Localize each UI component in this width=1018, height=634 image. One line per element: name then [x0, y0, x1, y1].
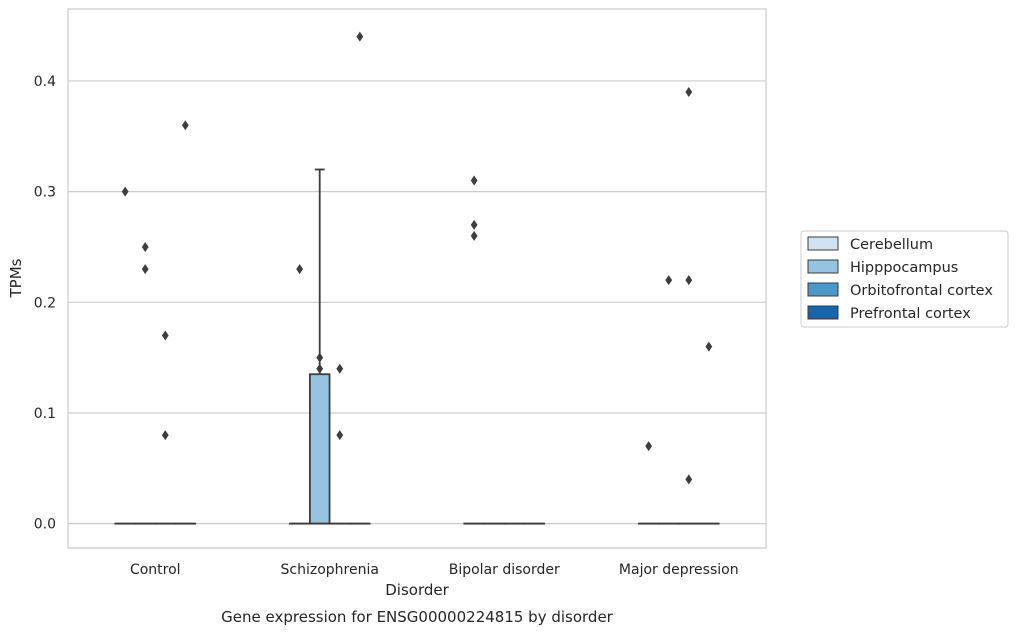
outlier-point [336, 430, 344, 441]
y-tick-label: 0.4 [34, 74, 56, 90]
box-1-0 [288, 264, 311, 525]
x-tick-label: Major depression [619, 562, 739, 578]
legend: Cerebellum Hipppocampus Orbitofrontal cort… [800, 230, 1009, 328]
outlier-point [336, 363, 344, 374]
outlier-point [141, 241, 149, 252]
outlier-point [356, 31, 364, 42]
box-0-0 [114, 186, 136, 525]
box-1-2 [329, 363, 351, 525]
legend-label: Orbitofrontal cortex [850, 283, 993, 299]
box-body [308, 373, 331, 525]
outlier-point [685, 275, 693, 286]
box-2-0 [463, 175, 485, 525]
legend-label: Hipppocampus [850, 260, 958, 276]
plot-frame [67, 8, 767, 549]
outlier-point [685, 474, 693, 485]
legend-swatch [807, 305, 839, 320]
legend-swatch [807, 282, 839, 297]
x-tick-label: Bipolar disorder [449, 562, 560, 578]
outlier-point [645, 441, 653, 452]
outlier-point [316, 363, 324, 374]
y-axis-ticks: 0.0 0.1 0.2 0.3 0.4 [34, 74, 56, 533]
outlier-point [685, 87, 693, 98]
outlier-point [181, 120, 189, 131]
outlier-point [705, 341, 713, 352]
box-3-0 [637, 441, 660, 525]
outlier-point [470, 230, 478, 241]
box-plots [114, 31, 720, 525]
outlier-point [121, 186, 129, 197]
outlier-point [296, 264, 304, 275]
outlier-point [161, 430, 169, 441]
box-0-1 [134, 241, 156, 525]
y-tick-label: 0.0 [34, 517, 56, 533]
legend-frame [800, 230, 1009, 328]
figure-caption: Gene expression for ENSG00000224815 by d… [221, 608, 614, 626]
y-axis-label: TPMs [7, 258, 25, 298]
box-3-2 [678, 87, 700, 525]
y-tick-label: 0.1 [34, 406, 56, 422]
x-tick-label: Schizophrenia [281, 562, 379, 578]
x-tick-label: Control [130, 562, 181, 578]
outlier-point [665, 275, 673, 286]
legend-label: Prefrontal cortex [850, 306, 971, 322]
box-3-3 [698, 341, 720, 525]
box-0-3 [174, 120, 197, 525]
outlier-point [470, 175, 478, 186]
legend-swatch [807, 259, 839, 274]
legend-label: Cerebellum [850, 237, 933, 253]
box-1-1 [308, 168, 331, 525]
legend-swatch [807, 236, 839, 251]
y-tick-label: 0.3 [34, 185, 56, 201]
grid-lines [68, 80, 766, 525]
box-1-3 [349, 31, 371, 525]
box-0-2 [154, 330, 177, 525]
outlier-point [470, 219, 478, 230]
outlier-point [316, 352, 324, 363]
y-tick-label: 0.2 [34, 295, 56, 311]
outlier-point [141, 264, 149, 275]
box-3-1 [657, 275, 680, 525]
x-axis-label: Disorder [385, 581, 449, 599]
outlier-point [161, 330, 169, 341]
x-axis-ticks: Control Schizophrenia Bipolar disorder Majo… [130, 562, 739, 578]
